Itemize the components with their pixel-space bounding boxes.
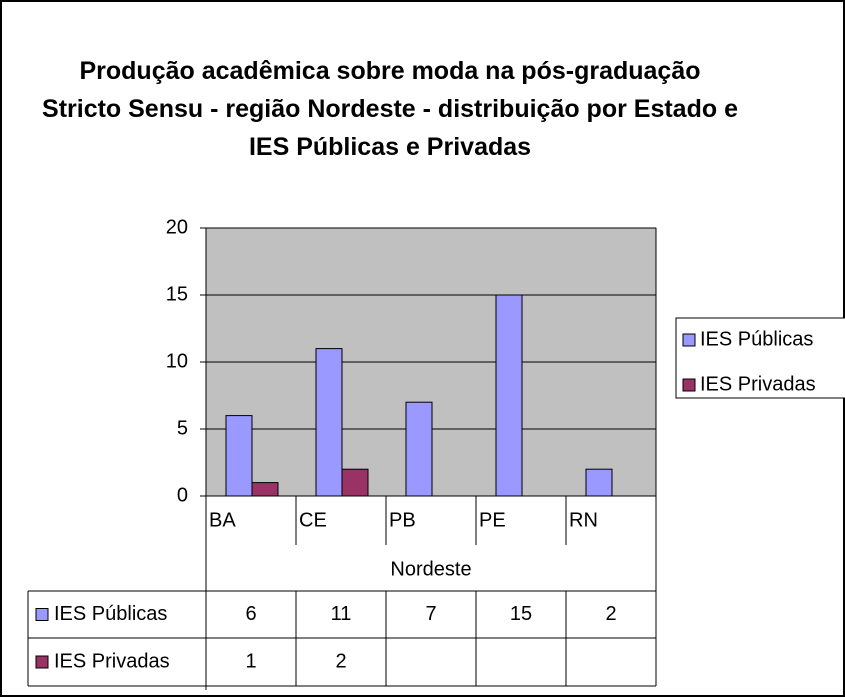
- bar: [225, 415, 253, 497]
- legend-key: [682, 378, 696, 392]
- table-value: 2: [605, 603, 616, 625]
- bar: [585, 468, 613, 497]
- bar: [405, 401, 433, 497]
- table-legend-key: [35, 608, 49, 621]
- table-value: 11: [331, 603, 352, 625]
- x-tick-label: RN: [569, 509, 598, 531]
- table-legend-key: [35, 655, 49, 669]
- table-value: 6: [245, 603, 256, 625]
- y-tick-label: 15: [166, 283, 188, 305]
- y-tick-label: 20: [166, 216, 188, 238]
- legend-box: [675, 317, 845, 399]
- bar: [315, 348, 343, 497]
- x-tick-label: PB: [389, 509, 416, 531]
- table-series-name: IES Privadas: [54, 650, 170, 672]
- legend-key: [682, 333, 696, 347]
- legend-label: IES Privadas: [700, 373, 816, 395]
- bar: [341, 468, 369, 497]
- chart-title: Produção acadêmica sobre moda na pós-gra…: [42, 57, 738, 161]
- bar: [495, 294, 523, 497]
- legend-label: IES Públicas: [700, 328, 813, 350]
- group-label: Nordeste: [390, 558, 471, 580]
- x-tick-label: CE: [299, 509, 327, 531]
- table-series-name: IES Públicas: [54, 603, 167, 625]
- bar: [251, 482, 279, 497]
- table-value: 1: [245, 650, 256, 672]
- x-tick-label: BA: [209, 509, 236, 531]
- y-tick-label: 10: [166, 350, 188, 372]
- x-tick-label: PE: [479, 509, 506, 531]
- y-tick-label: 5: [177, 417, 188, 439]
- table-value: 15: [510, 603, 532, 625]
- table-value: 2: [335, 650, 346, 672]
- y-tick-label: 0: [177, 484, 188, 506]
- table-value: 7: [425, 603, 436, 625]
